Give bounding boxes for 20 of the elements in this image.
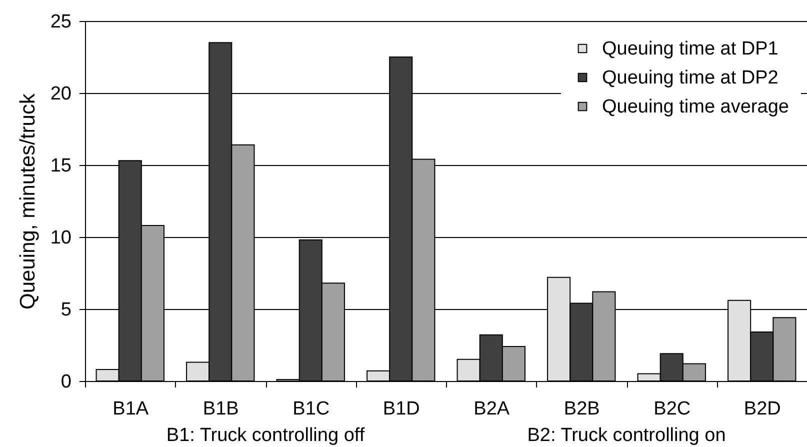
y-tick-label: 20 [50,84,72,104]
text: B2: Truck controlling on [527,425,726,446]
legend-label: Queuing time at DP2 [602,68,778,88]
y-axis-title: Queuing, minutes/truck [16,93,40,310]
y-tick-label: 15 [50,156,72,176]
y-tick-label: 25 [50,12,72,32]
x-tick-label: B1A [112,398,149,420]
y-tick-label: 5 [60,300,72,320]
x-tick-label: B1B [202,398,239,420]
text: B1: Truck controlling off [166,425,366,446]
x-tick-label: B2C [654,398,691,420]
y-tick-label: 10 [50,228,72,248]
legend-label: Queuing time at DP1 [602,38,778,60]
x-tick-label: B2A [474,398,510,420]
x-tick-label: B1D [382,398,420,420]
legend-label: Queuing time average [602,96,789,118]
x-tick-label: B2D [744,398,781,420]
x-tick-label: B1C [292,398,330,420]
y-tick-label: 0 [60,372,72,392]
x-tick-label: B2B [564,398,600,420]
